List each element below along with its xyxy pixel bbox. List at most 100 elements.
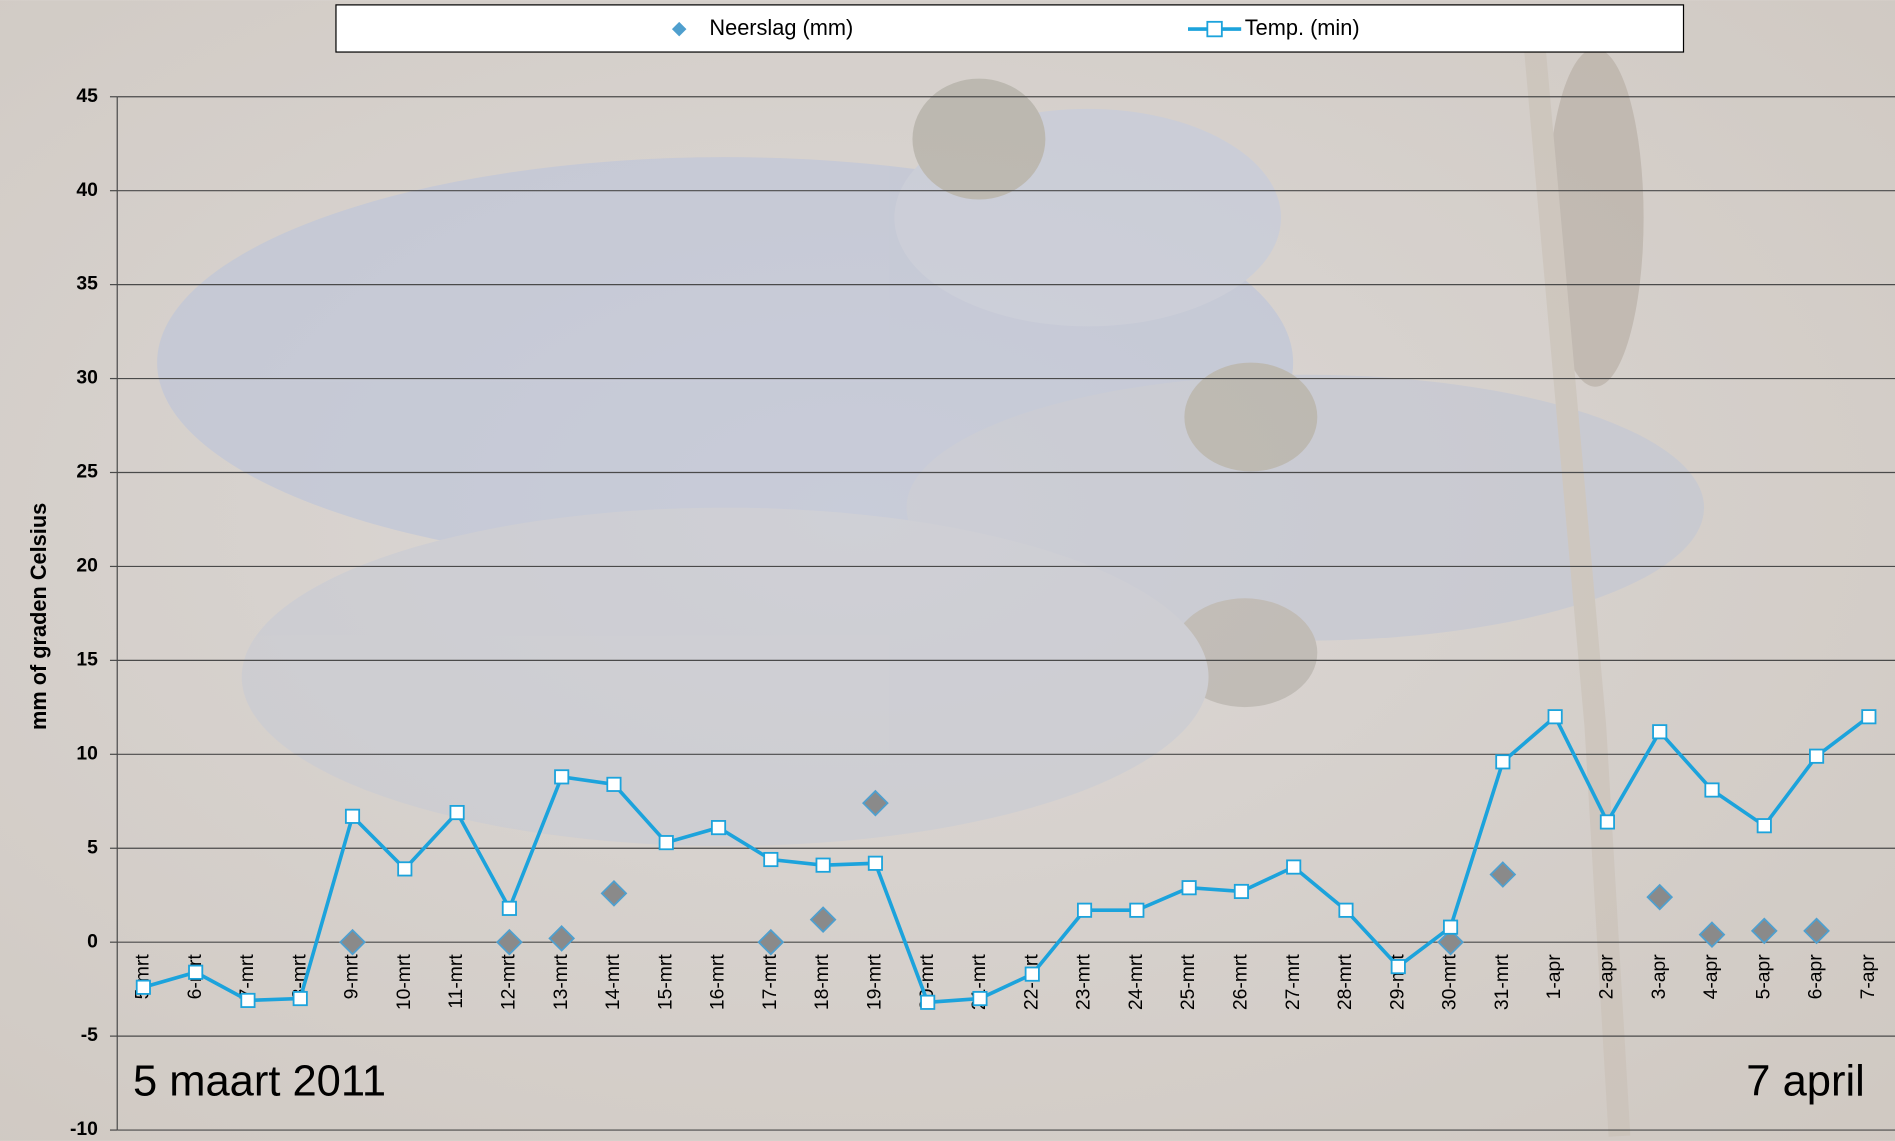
marker xyxy=(1809,748,1825,764)
y-tick-label: 45 xyxy=(76,86,98,107)
x-tick-label: 17-mrt xyxy=(760,954,781,1010)
x-tick-label: 5-apr xyxy=(1753,954,1774,1000)
x-tick-label: 24-mrt xyxy=(1126,954,1147,1010)
x-tick-label: 30-mrt xyxy=(1440,954,1461,1010)
series xyxy=(135,709,1877,1010)
marker xyxy=(1390,959,1406,975)
x-tick-label: 13-mrt xyxy=(551,954,572,1010)
marker xyxy=(1861,709,1877,725)
marker xyxy=(867,855,883,871)
marker xyxy=(1076,902,1093,918)
marker xyxy=(449,804,465,821)
x-tick-label: 15-mrt xyxy=(655,954,676,1010)
x-tick-label: 2-apr xyxy=(1597,954,1618,1000)
x-tick-label: 4-apr xyxy=(1701,954,1722,1000)
marker xyxy=(757,928,785,956)
annotation: 7 april xyxy=(1746,1058,1864,1106)
marker xyxy=(1704,782,1720,798)
background-photo xyxy=(157,47,1705,1137)
marker xyxy=(1646,883,1674,911)
legend-label: Neerslag (mm) xyxy=(709,15,853,40)
x-tick-label: 7-apr xyxy=(1858,954,1879,1000)
y-tick-label: 10 xyxy=(76,743,98,764)
marker xyxy=(397,861,413,877)
y-tick-label: 40 xyxy=(76,180,98,201)
y-tick-label: 20 xyxy=(76,556,98,577)
x-tick-label: 19-mrt xyxy=(865,954,886,1010)
marker xyxy=(501,900,517,916)
x-tick-label: 26-mrt xyxy=(1231,954,1252,1010)
marker xyxy=(1181,880,1197,896)
marker xyxy=(658,835,674,851)
marker xyxy=(496,928,523,956)
marker xyxy=(600,879,628,907)
marker xyxy=(710,820,727,836)
marker xyxy=(1756,818,1772,834)
marker xyxy=(815,857,831,873)
marker xyxy=(1803,917,1830,945)
marker xyxy=(1129,902,1145,918)
x-tick-label: 10-mrt xyxy=(394,954,415,1010)
marker xyxy=(1338,902,1354,918)
marker xyxy=(1233,883,1249,900)
marker xyxy=(1024,966,1040,982)
marker xyxy=(554,769,570,785)
x-tick-label: 9-mrt xyxy=(342,954,363,1000)
x-tick-label: 31-mrt xyxy=(1492,954,1513,1010)
marker xyxy=(809,906,837,934)
marker xyxy=(1443,919,1459,935)
marker xyxy=(920,994,936,1010)
marker xyxy=(240,992,256,1008)
x-tick-label: 1-apr xyxy=(1544,954,1565,1000)
y-tick-label: 25 xyxy=(76,462,98,483)
y-tick-label: -10 xyxy=(70,1119,98,1140)
x-tick-label: 3-apr xyxy=(1649,954,1670,1000)
x-tick-label: 23-mrt xyxy=(1074,954,1095,1010)
x-tick-label: 6-apr xyxy=(1806,954,1827,1000)
y-tick-label: 15 xyxy=(76,649,98,670)
x-tick-label: 28-mrt xyxy=(1335,954,1356,1010)
y-tick-label: 5 xyxy=(87,837,98,858)
marker xyxy=(135,979,151,995)
legend-box xyxy=(335,4,1685,53)
y-tick-label: 0 xyxy=(87,931,98,952)
marker xyxy=(1286,859,1302,875)
x-tick-label: 11-mrt xyxy=(446,954,467,1009)
marker xyxy=(339,928,366,956)
marker xyxy=(344,808,361,824)
marker xyxy=(1599,814,1615,830)
x-tick-label: 27-mrt xyxy=(1283,954,1304,1010)
marker xyxy=(972,990,988,1007)
x-tick-label: 7-mrt xyxy=(237,954,258,1000)
x-tick-label: 22-mrt xyxy=(1021,954,1042,1010)
series xyxy=(339,789,1830,956)
marker xyxy=(188,964,204,980)
marker xyxy=(1547,709,1563,725)
marker xyxy=(862,789,889,817)
marker xyxy=(606,776,622,792)
y-tick-label: 30 xyxy=(76,368,98,389)
marker xyxy=(1489,861,1517,888)
marker xyxy=(1437,928,1464,956)
x-tick-label: 14-mrt xyxy=(603,954,624,1010)
y-tick-label: -5 xyxy=(81,1025,98,1046)
marker xyxy=(1495,754,1511,770)
x-tick-label: 25-mrt xyxy=(1178,954,1199,1010)
line xyxy=(142,713,1870,1005)
marker xyxy=(292,990,308,1007)
x-tick-label: 12-mrt xyxy=(498,954,519,1010)
legend-label: Temp. (min) xyxy=(1245,15,1360,40)
marker xyxy=(1750,917,1778,945)
marker xyxy=(1698,921,1726,949)
x-tick-label: 18-mrt xyxy=(812,954,833,1010)
annotation: 5 maart 2011 xyxy=(133,1058,386,1106)
marker xyxy=(763,851,779,868)
y-tick-label: 35 xyxy=(76,274,98,295)
marker xyxy=(1652,724,1668,740)
x-tick-label: 16-mrt xyxy=(708,954,729,1010)
y-axis-label: mm of graden Celsius xyxy=(26,503,51,730)
legend: Neerslag (mm) Temp. (min) xyxy=(335,4,1685,53)
plot-area: -10-50510152025303540455-mrt6-mrt7-mrt8-… xyxy=(70,86,1895,1140)
legend-marker xyxy=(1206,20,1223,38)
